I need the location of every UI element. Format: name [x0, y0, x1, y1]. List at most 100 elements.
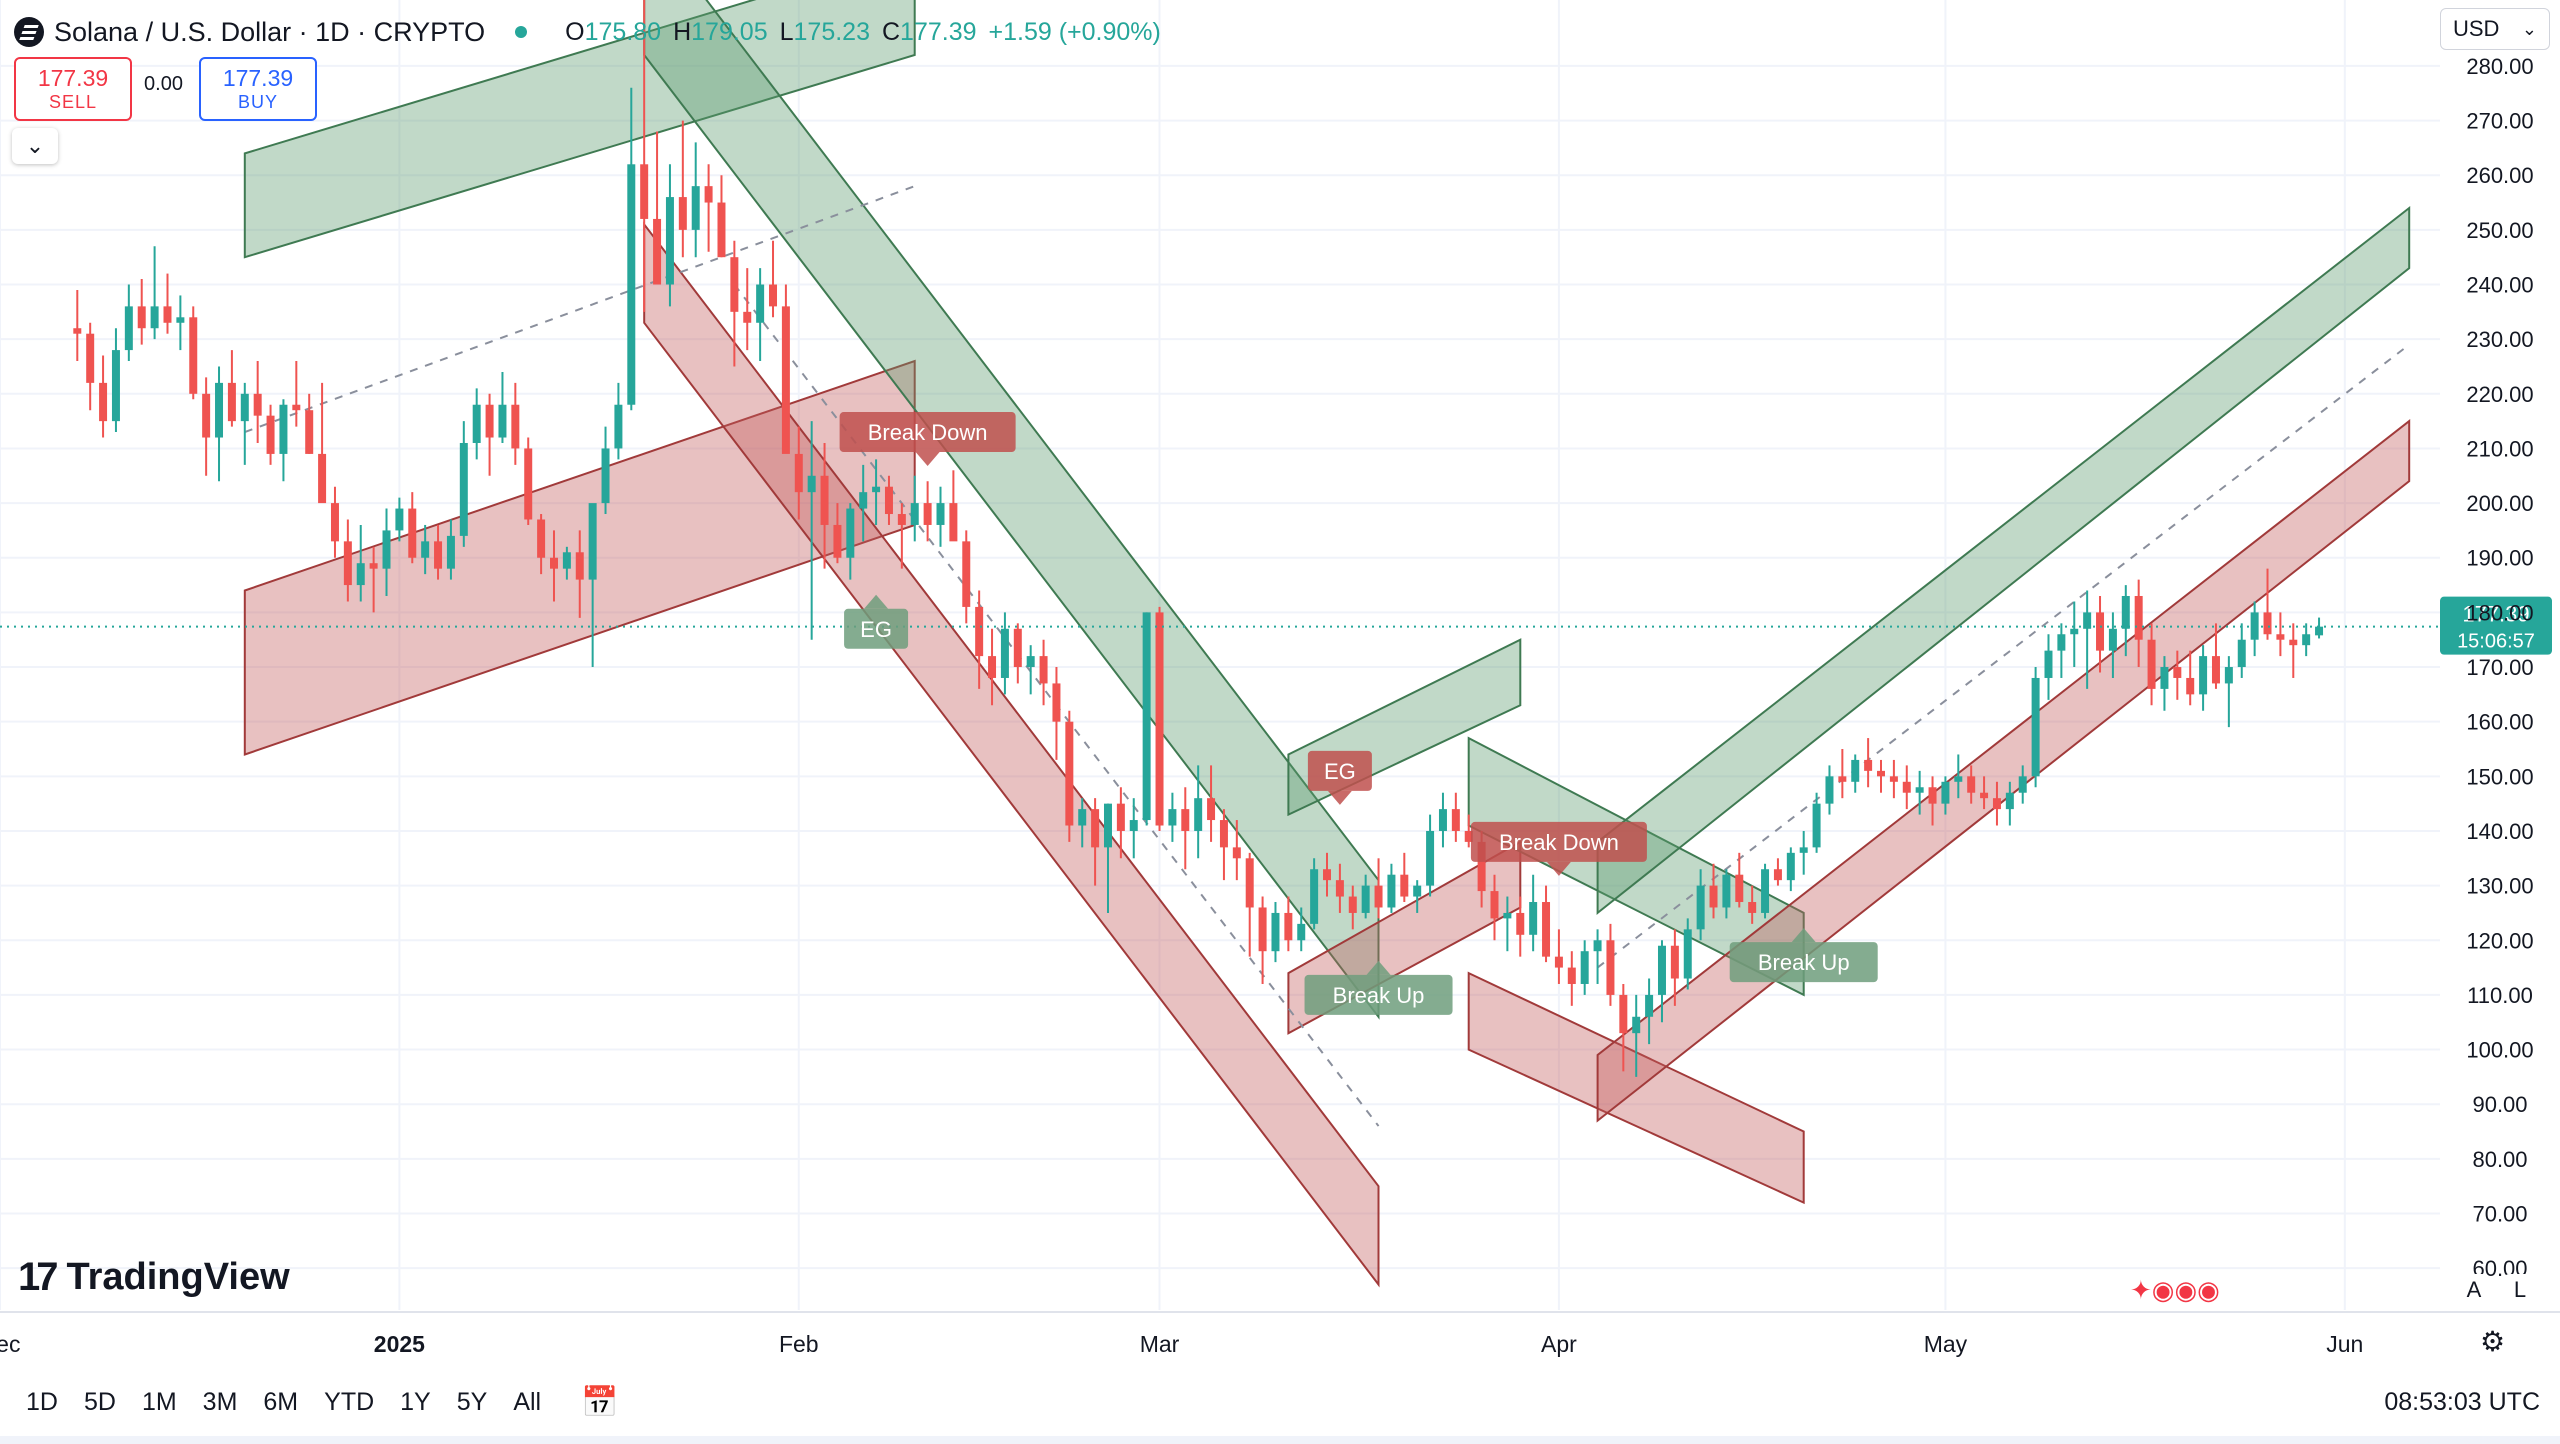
candle-body	[2224, 667, 2233, 684]
symbol-title[interactable]: Solana / U.S. Dollar · 1D · CRYPTO	[54, 16, 486, 47]
candle-body	[1323, 869, 1332, 881]
price-tick-label: 170.00	[2466, 655, 2533, 680]
candle-body	[562, 552, 571, 569]
annotation-break-up: Break Up	[1729, 928, 1878, 983]
price-tick-label: 280.00	[2466, 54, 2533, 79]
candle-body	[2134, 595, 2143, 640]
candle-body	[1812, 803, 1821, 848]
open-label: O	[565, 17, 585, 46]
price-tick-label: 180.00	[2466, 600, 2533, 625]
candle-body	[1851, 759, 1860, 782]
change-value: +1.59 (+0.90%)	[988, 17, 1161, 46]
range-1y[interactable]: 1Y	[400, 1387, 431, 1416]
candle-body	[1490, 891, 1499, 919]
time-tick-label: 2025	[374, 1331, 425, 1357]
candle-body	[601, 448, 610, 504]
range-1m[interactable]: 1M	[141, 1387, 177, 1416]
range-5y[interactable]: 5Y	[456, 1387, 488, 1416]
annotation-pointer	[864, 594, 889, 609]
range-3m[interactable]: 3M	[202, 1387, 238, 1416]
candle-body	[962, 541, 971, 607]
candle-body	[111, 350, 120, 422]
close-value: 177.39	[900, 17, 977, 46]
candle-body	[511, 404, 520, 449]
candle-body	[1258, 907, 1267, 952]
candle-body	[1438, 809, 1447, 831]
candle-body	[653, 218, 662, 285]
candle-body	[472, 404, 481, 443]
calendar-goto-icon[interactable]: 📅	[581, 1385, 619, 1419]
candle-body	[1761, 869, 1770, 913]
sell-button[interactable]: 177.39 SELL	[14, 57, 132, 121]
price-tick-label: 270.00	[2466, 109, 2533, 134]
annotation-label: EG	[1324, 759, 1356, 784]
candle-body	[1026, 656, 1035, 668]
solana-icon[interactable]	[14, 17, 44, 47]
time-tick-label: Apr	[1541, 1331, 1577, 1357]
range-6m[interactable]: 6M	[263, 1387, 299, 1416]
candle-body	[1941, 781, 1950, 804]
annotation-label: Break Up	[1758, 950, 1850, 975]
candle-body	[1297, 923, 1306, 941]
candle-body	[846, 508, 855, 558]
dashed-midline	[1596, 343, 2410, 969]
price-tick-label: 220.00	[2466, 382, 2533, 407]
candle-body	[2057, 634, 2066, 651]
price-tick-label: 80.00	[2472, 1147, 2527, 1172]
candle-body	[1116, 803, 1125, 831]
price-tick-label: 190.00	[2466, 546, 2533, 571]
candle-body	[975, 606, 984, 657]
gear-icon[interactable]: ⚙	[2480, 1326, 2506, 1357]
candle-body	[614, 404, 623, 449]
candle-body	[86, 333, 95, 383]
annotation-pointer	[1546, 861, 1571, 876]
candle-body	[240, 393, 249, 422]
range-5d[interactable]: 5D	[83, 1387, 116, 1416]
economic-events-icon[interactable]: ✦◉◉◉	[2130, 1275, 2220, 1305]
candle-body	[1168, 809, 1177, 826]
candle-body	[202, 393, 211, 438]
buy-button[interactable]: 177.39 BUY	[199, 57, 317, 121]
candle-body	[369, 563, 378, 569]
collapse-button[interactable]: ⌄	[12, 128, 58, 164]
log-scale-button[interactable]: L	[2504, 1274, 2536, 1306]
last-price-value: 177.39	[2462, 602, 2529, 627]
candle-body	[769, 284, 778, 307]
candle-body	[884, 486, 893, 515]
annotation-label: Break Down	[868, 420, 988, 445]
candle-body	[1181, 809, 1190, 831]
candle-body	[2121, 595, 2130, 629]
candle-body	[872, 486, 881, 493]
currency-select[interactable]: USD ⌄	[2440, 8, 2550, 50]
candle-body	[949, 503, 958, 542]
sell-price: 177.39	[37, 65, 109, 91]
candle-body	[2237, 639, 2246, 668]
utc-clock[interactable]: 08:53:03 UTC	[2384, 1387, 2540, 1416]
candle-body	[833, 524, 842, 558]
annotation-eg: EG	[1307, 750, 1372, 805]
open-value: 175.80	[584, 17, 662, 46]
candle-body	[1129, 820, 1138, 831]
candle-body	[421, 541, 430, 558]
high-value: 179.05	[691, 17, 768, 46]
candle-body	[1232, 847, 1241, 859]
candle-body	[1554, 956, 1563, 968]
range-ytd[interactable]: YTD	[324, 1387, 375, 1416]
range-1d[interactable]: 1D	[26, 1387, 58, 1416]
candle-body	[1619, 994, 1628, 1034]
candle-body	[1696, 885, 1705, 930]
candle-body	[2173, 667, 2182, 678]
low-value: 175.23	[793, 17, 870, 46]
candle-body	[1580, 951, 1589, 984]
tradingview-logo[interactable]: 17 TradingView	[18, 1255, 290, 1300]
candle-body	[1103, 803, 1112, 848]
auto-scale-button[interactable]: A	[2458, 1274, 2490, 1306]
range-all[interactable]: All	[513, 1387, 542, 1416]
chevron-down-icon: ⌄	[2521, 18, 2537, 39]
candle-body	[343, 541, 352, 586]
footer-divider	[0, 1436, 2560, 1444]
candle-body	[2302, 634, 2311, 646]
candle-body	[2276, 634, 2285, 640]
candle-body	[627, 164, 636, 405]
